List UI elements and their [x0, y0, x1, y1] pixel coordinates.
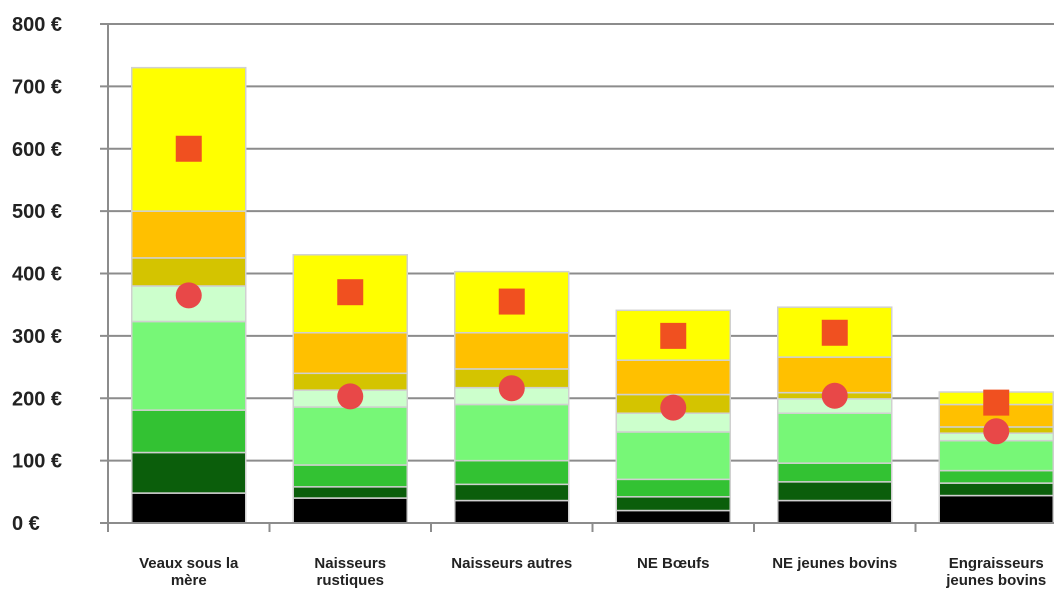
square-marker	[337, 279, 364, 306]
x-tick-label: Veaux sous la mère	[139, 555, 239, 589]
x-tick-label: Naisseurs autres	[451, 555, 572, 572]
markers	[175, 135, 1010, 445]
bar-segment	[938, 494, 1054, 524]
bar-segment	[777, 481, 893, 502]
x-tick-label: Engraisseurs jeunes bovins	[945, 555, 1046, 589]
bar-segment	[938, 482, 1054, 497]
bar-segment	[454, 459, 570, 486]
y-tick-label: 300 €	[12, 326, 62, 348]
circle-marker	[175, 282, 202, 309]
y-tick-label: 500 €	[12, 201, 62, 223]
y-tick-label: 0 €	[12, 513, 40, 535]
axes	[100, 23, 1054, 532]
bar-stacks	[131, 66, 1054, 524]
bar-segment	[777, 412, 893, 464]
bar-segment	[131, 409, 247, 454]
bar-segment	[292, 464, 408, 488]
square-marker	[821, 319, 848, 346]
bar-segment	[454, 332, 570, 370]
bar-segment	[938, 469, 1054, 484]
x-tick-labels: Veaux sous la mère Naisseurs rustiques Naiss…	[139, 555, 1046, 589]
y-tick-labels: 0 € 100 € 200 € 300 € 400 € 500 € 600 € 700 € 80…	[12, 14, 62, 535]
square-marker	[175, 135, 202, 162]
bar-segment	[131, 451, 247, 494]
y-tick-label: 800 €	[12, 14, 62, 36]
circle-marker	[983, 418, 1010, 445]
square-marker	[983, 389, 1010, 416]
y-tick-label: 200 €	[12, 388, 62, 410]
bar-segment	[292, 332, 408, 375]
x-tick-label: Naisseurs rustiques	[314, 555, 386, 589]
y-tick-label: 100 €	[12, 451, 62, 473]
circle-marker	[660, 394, 687, 421]
bar-segment	[292, 497, 408, 524]
bar-segment	[454, 403, 570, 462]
circle-marker	[821, 382, 848, 409]
circle-marker	[498, 375, 525, 402]
bar-segment	[777, 462, 893, 483]
bar-segment	[938, 439, 1054, 472]
bar-segment	[615, 509, 731, 524]
bar-segment	[454, 483, 570, 502]
bar-segment	[292, 406, 408, 466]
bar-segment	[615, 478, 731, 498]
y-tick-label: 700 €	[12, 76, 62, 98]
square-marker	[498, 288, 525, 315]
bar-segment	[131, 320, 247, 411]
y-tick-label: 400 €	[12, 264, 62, 286]
square-marker	[660, 322, 687, 349]
x-tick-label: NE Bœufs	[637, 555, 710, 572]
gridlines	[108, 23, 1054, 462]
bar-segment	[131, 257, 247, 287]
bar-segment	[292, 486, 408, 499]
bar-segment	[615, 359, 731, 396]
y-tick-label: 600 €	[12, 139, 62, 161]
bar-segment	[454, 499, 570, 524]
bar-segment	[131, 210, 247, 259]
bar-segment	[777, 499, 893, 524]
circle-marker	[337, 383, 364, 410]
bar-segment	[615, 496, 731, 512]
x-tick-label: NE jeunes bovins	[772, 555, 897, 572]
bar-segment	[131, 492, 247, 524]
bar-segment	[615, 431, 731, 481]
